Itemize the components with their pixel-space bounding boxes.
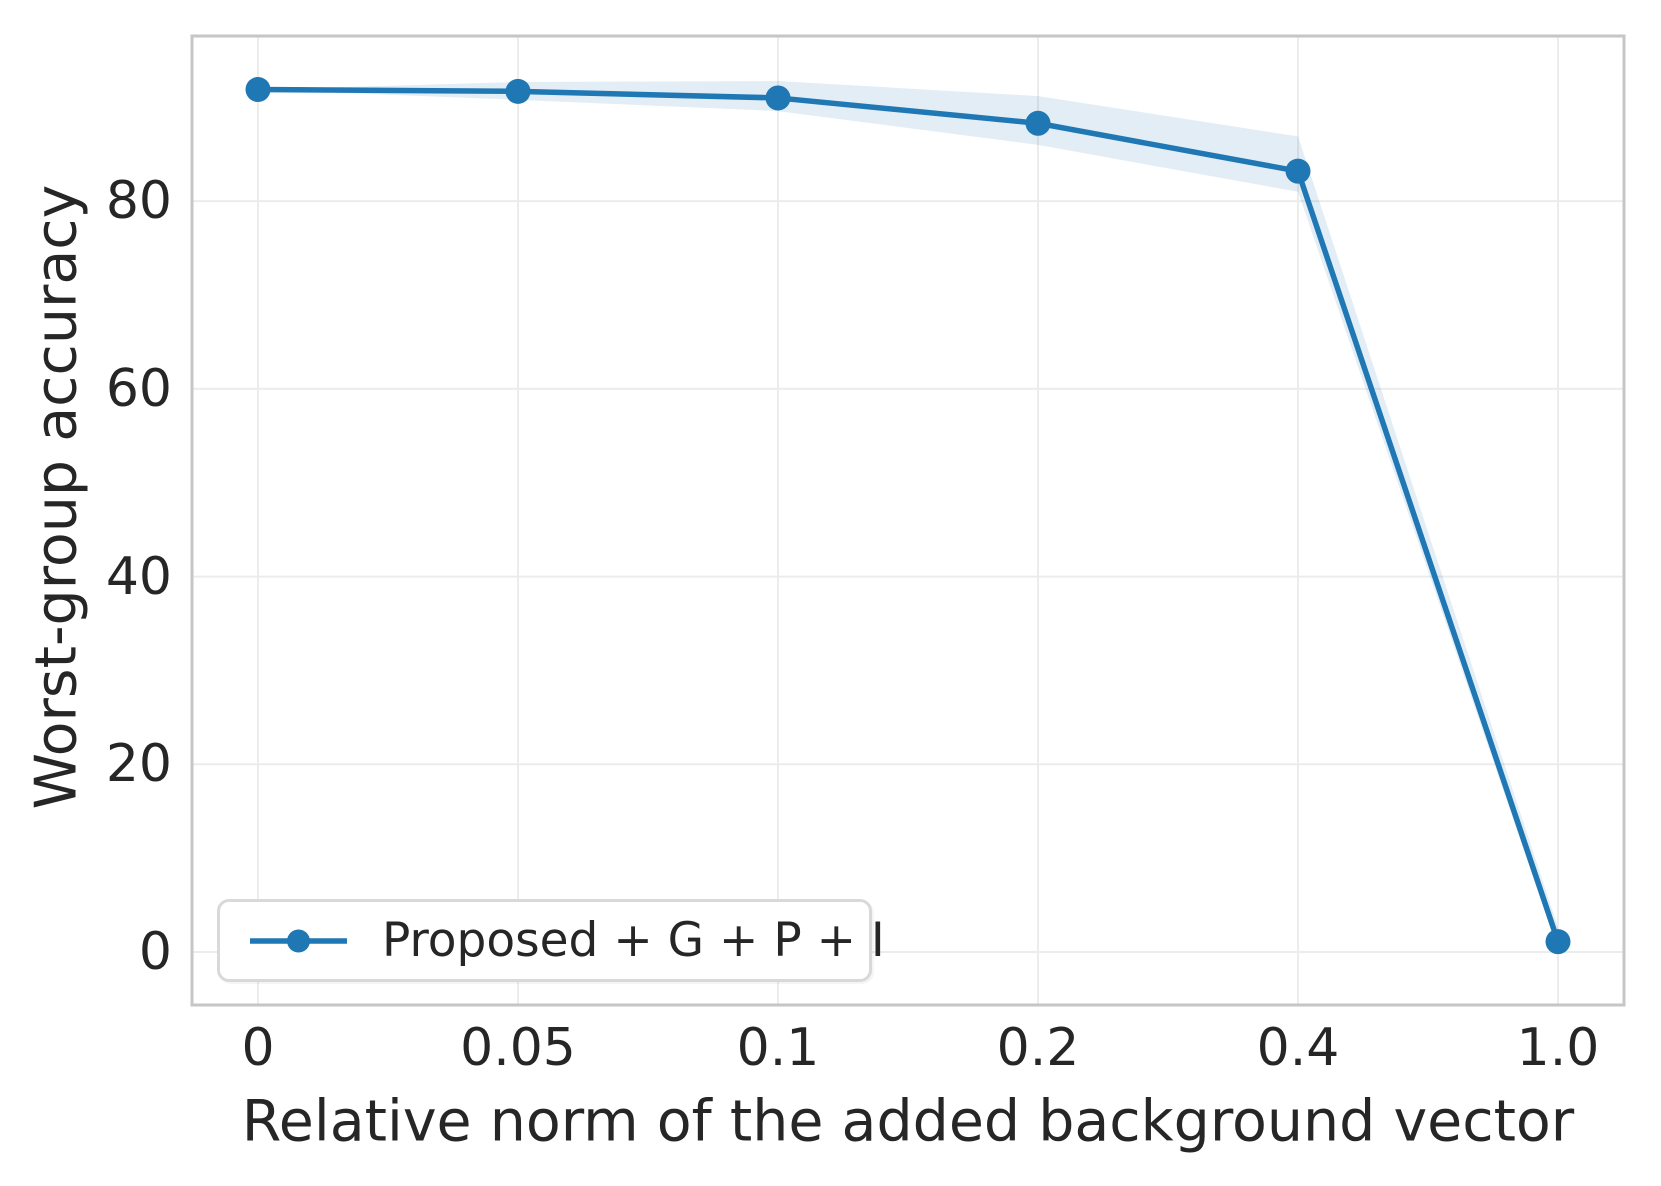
series-line xyxy=(257,86,1561,943)
x-axis-title: Relative norm of the added background ve… xyxy=(241,1088,1575,1155)
data-point xyxy=(1545,929,1571,955)
legend: Proposed + G + P + I xyxy=(217,899,885,982)
y-axis-title: Worst-group accuracy xyxy=(23,184,90,810)
data-point xyxy=(505,78,531,104)
x-tick-label: 0 xyxy=(241,1018,275,1078)
legend-label: Proposed + G + P + I xyxy=(382,913,885,968)
data-point xyxy=(765,85,791,111)
x-tick-label: 0.1 xyxy=(736,1018,820,1078)
x-tick-label: 1.0 xyxy=(1516,1018,1600,1078)
data-point xyxy=(245,76,271,102)
y-tick-label: 20 xyxy=(105,734,172,795)
y-tick-label: 0 xyxy=(138,921,172,982)
confidence-band xyxy=(258,81,1558,951)
x-tick-label: 0.4 xyxy=(1256,1018,1340,1078)
y-tick-label: 60 xyxy=(105,358,172,419)
y-tick-label: 40 xyxy=(105,546,172,607)
plot-frame xyxy=(190,34,1626,1007)
legend-marker-icon xyxy=(287,929,310,952)
data-point xyxy=(1285,158,1311,184)
legend-line-marker-sample xyxy=(250,929,347,952)
x-tick-label: 0.2 xyxy=(996,1018,1080,1078)
y-tick-label: 80 xyxy=(105,171,172,232)
data-point xyxy=(1025,110,1051,136)
x-tick-label: 0.05 xyxy=(460,1018,576,1078)
